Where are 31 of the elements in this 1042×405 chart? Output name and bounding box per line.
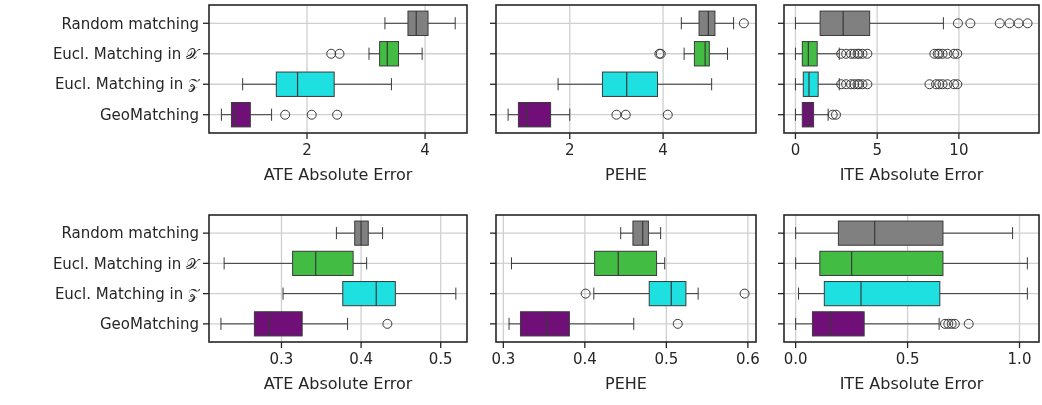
x-tick-label: 4 bbox=[420, 141, 430, 159]
x-tick-label: 5 bbox=[872, 141, 882, 159]
x-tick-label: 10 bbox=[949, 141, 969, 159]
x-axis-title: ITE Absolute Error bbox=[839, 165, 984, 184]
x-axis-title: PEHE bbox=[605, 165, 647, 184]
x-tick-label: 1.0 bbox=[1007, 350, 1032, 368]
x-axis-title: ATE Absolute Error bbox=[263, 374, 413, 393]
x-axis-title: ITE Absolute Error bbox=[839, 374, 984, 393]
x-tick-label: 4 bbox=[658, 141, 668, 159]
x-axis-title: ATE Absolute Error bbox=[263, 165, 413, 184]
x-tick-label: 0.5 bbox=[428, 350, 453, 368]
x-tick-label: 0.6 bbox=[735, 350, 760, 368]
y-tick-label: Eucl. Matching in 𝒳 bbox=[52, 254, 201, 273]
x-axis-title: PEHE bbox=[605, 374, 647, 393]
x-tick-label: 0.5 bbox=[654, 350, 679, 368]
x-tick-label: 2 bbox=[302, 141, 312, 159]
y-tick-label: Eucl. Matching in 𝒵 bbox=[54, 284, 201, 303]
x-tick-label: 0.4 bbox=[349, 350, 374, 368]
y-tick-label: Random matching bbox=[61, 14, 199, 33]
x-tick-label: 2 bbox=[564, 141, 575, 159]
x-tick-label: 0.0 bbox=[783, 350, 808, 368]
x-tick-label: 0.4 bbox=[572, 350, 597, 368]
x-tick-label: 0.3 bbox=[269, 350, 294, 368]
y-tick-label: Eucl. Matching in 𝒵 bbox=[54, 75, 201, 94]
y-tick-label: GeoMatching bbox=[100, 315, 199, 334]
y-tick-label: Eucl. Matching in 𝒳 bbox=[52, 45, 201, 64]
x-tick-label: 0.5 bbox=[895, 350, 920, 368]
x-tick-label: 0 bbox=[790, 141, 801, 159]
y-tick-label: GeoMatching bbox=[100, 105, 199, 124]
x-tick-label: 0.3 bbox=[491, 350, 516, 368]
y-tick-label: Random matching bbox=[61, 224, 199, 243]
